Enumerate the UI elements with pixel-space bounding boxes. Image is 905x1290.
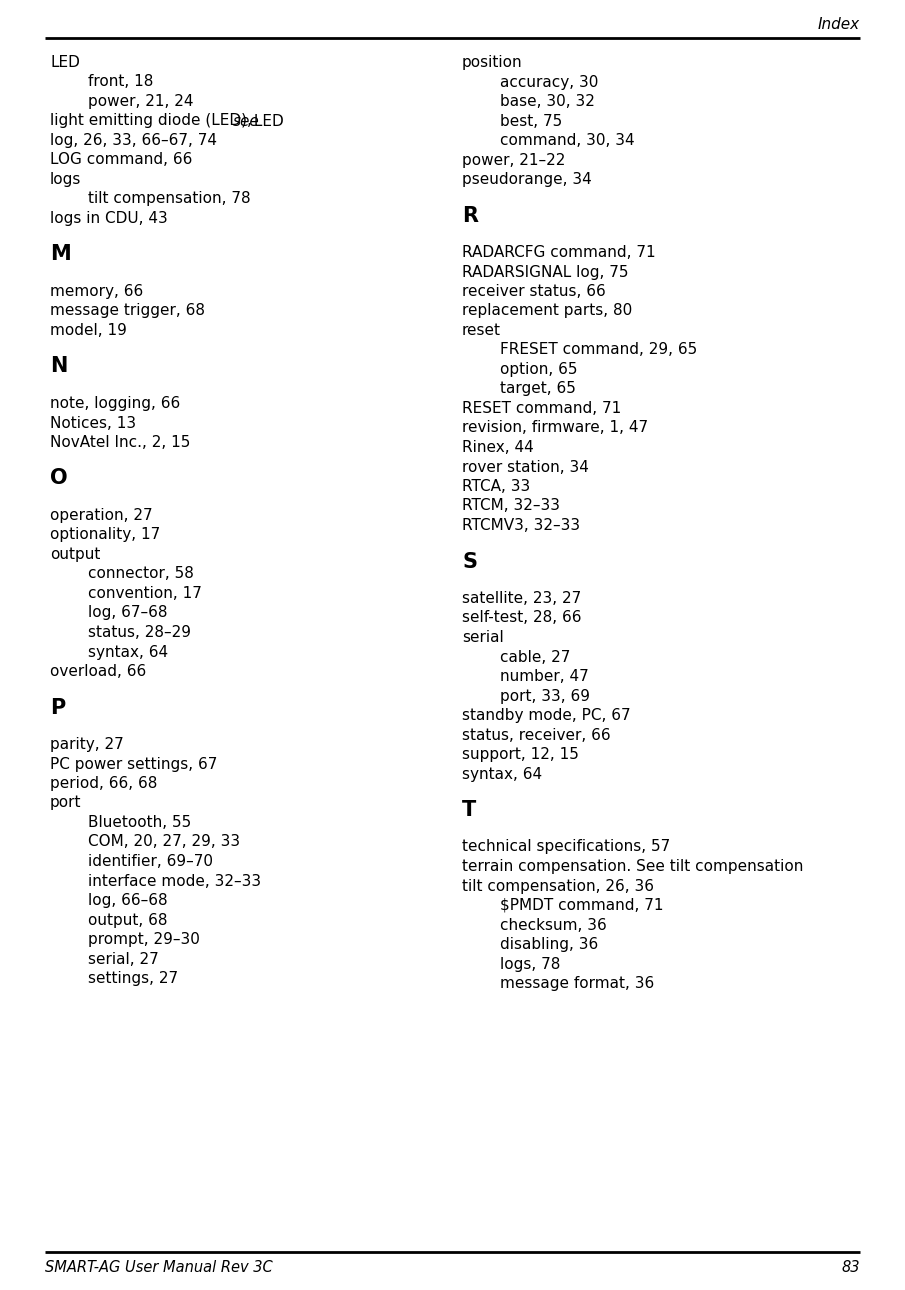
Text: interface mode, 32–33: interface mode, 32–33: [88, 873, 262, 889]
Text: receiver status, 66: receiver status, 66: [462, 284, 605, 299]
Text: logs, 78: logs, 78: [500, 956, 560, 971]
Text: Index: Index: [818, 17, 860, 32]
Text: N: N: [50, 356, 67, 377]
Text: target, 65: target, 65: [500, 382, 576, 396]
Text: base, 30, 32: base, 30, 32: [500, 94, 595, 108]
Text: connector, 58: connector, 58: [88, 566, 194, 582]
Text: power, 21–22: power, 21–22: [462, 152, 566, 168]
Text: syntax, 64: syntax, 64: [462, 766, 542, 782]
Text: RADARCFG command, 71: RADARCFG command, 71: [462, 245, 655, 261]
Text: LED: LED: [50, 55, 80, 70]
Text: LOG command, 66: LOG command, 66: [50, 152, 193, 168]
Text: RTCMV3, 32–33: RTCMV3, 32–33: [462, 519, 580, 533]
Text: FRESET command, 29, 65: FRESET command, 29, 65: [500, 343, 697, 357]
Text: serial, 27: serial, 27: [88, 952, 158, 966]
Text: operation, 27: operation, 27: [50, 508, 153, 522]
Text: identifier, 69–70: identifier, 69–70: [88, 854, 213, 869]
Text: self-test, 28, 66: self-test, 28, 66: [462, 610, 582, 626]
Text: log, 66–68: log, 66–68: [88, 893, 167, 908]
Text: Notices, 13: Notices, 13: [50, 415, 136, 431]
Text: satellite, 23, 27: satellite, 23, 27: [462, 591, 581, 606]
Text: pseudorange, 34: pseudorange, 34: [462, 172, 592, 187]
Text: revision, firmware, 1, 47: revision, firmware, 1, 47: [462, 421, 648, 436]
Text: option, 65: option, 65: [500, 362, 577, 377]
Text: syntax, 64: syntax, 64: [88, 645, 168, 659]
Text: command, 30, 34: command, 30, 34: [500, 133, 634, 148]
Text: PC power settings, 67: PC power settings, 67: [50, 756, 217, 771]
Text: log, 26, 33, 66–67, 74: log, 26, 33, 66–67, 74: [50, 133, 217, 148]
Text: prompt, 29–30: prompt, 29–30: [88, 931, 200, 947]
Text: support, 12, 15: support, 12, 15: [462, 747, 579, 762]
Text: status, receiver, 66: status, receiver, 66: [462, 728, 611, 743]
Text: RESET command, 71: RESET command, 71: [462, 401, 621, 415]
Text: disabling, 36: disabling, 36: [500, 937, 598, 952]
Text: COM, 20, 27, 29, 33: COM, 20, 27, 29, 33: [88, 835, 240, 850]
Text: port: port: [50, 796, 81, 810]
Text: rover station, 34: rover station, 34: [462, 459, 589, 475]
Text: RTCM, 32–33: RTCM, 32–33: [462, 498, 560, 513]
Text: overload, 66: overload, 66: [50, 664, 147, 679]
Text: number, 47: number, 47: [500, 670, 589, 684]
Text: technical specifications, 57: technical specifications, 57: [462, 840, 671, 854]
Text: model, 19: model, 19: [50, 322, 127, 338]
Text: Rinex, 44: Rinex, 44: [462, 440, 534, 455]
Text: parity, 27: parity, 27: [50, 737, 124, 752]
Text: period, 66, 68: period, 66, 68: [50, 777, 157, 791]
Text: memory, 66: memory, 66: [50, 284, 143, 299]
Text: T: T: [462, 800, 476, 820]
Text: message format, 36: message format, 36: [500, 977, 654, 991]
Text: front, 18: front, 18: [88, 75, 153, 89]
Text: logs: logs: [50, 172, 81, 187]
Text: logs in CDU, 43: logs in CDU, 43: [50, 212, 167, 226]
Text: $PMDT command, 71: $PMDT command, 71: [500, 898, 663, 913]
Text: optionality, 17: optionality, 17: [50, 528, 160, 543]
Text: convention, 17: convention, 17: [88, 586, 202, 601]
Text: log, 67–68: log, 67–68: [88, 605, 167, 620]
Text: S: S: [462, 552, 477, 571]
Text: RTCA, 33: RTCA, 33: [462, 479, 530, 494]
Text: tilt compensation, 26, 36: tilt compensation, 26, 36: [462, 878, 654, 894]
Text: checksum, 36: checksum, 36: [500, 917, 606, 933]
Text: see: see: [233, 114, 260, 129]
Text: cable, 27: cable, 27: [500, 649, 570, 664]
Text: R: R: [462, 205, 478, 226]
Text: P: P: [50, 698, 65, 717]
Text: O: O: [50, 468, 68, 489]
Text: accuracy, 30: accuracy, 30: [500, 75, 598, 89]
Text: LED: LED: [250, 114, 284, 129]
Text: status, 28–29: status, 28–29: [88, 624, 191, 640]
Text: 83: 83: [842, 1260, 860, 1276]
Text: standby mode, PC, 67: standby mode, PC, 67: [462, 708, 631, 722]
Text: reset: reset: [462, 322, 501, 338]
Text: terrain compensation. See tilt compensation: terrain compensation. See tilt compensat…: [462, 859, 804, 875]
Text: NovAtel Inc., 2, 15: NovAtel Inc., 2, 15: [50, 435, 190, 450]
Text: port, 33, 69: port, 33, 69: [500, 689, 590, 703]
Text: output, 68: output, 68: [88, 912, 167, 928]
Text: output: output: [50, 547, 100, 562]
Text: SMART-AG User Manual Rev 3C: SMART-AG User Manual Rev 3C: [45, 1260, 272, 1276]
Text: RADARSIGNAL log, 75: RADARSIGNAL log, 75: [462, 264, 628, 280]
Text: settings, 27: settings, 27: [88, 971, 178, 986]
Text: message trigger, 68: message trigger, 68: [50, 303, 205, 319]
Text: serial: serial: [462, 630, 504, 645]
Text: note, logging, 66: note, logging, 66: [50, 396, 180, 412]
Text: best, 75: best, 75: [500, 114, 562, 129]
Text: position: position: [462, 55, 522, 70]
Text: tilt compensation, 78: tilt compensation, 78: [88, 191, 251, 206]
Text: M: M: [50, 245, 71, 264]
Text: replacement parts, 80: replacement parts, 80: [462, 303, 633, 319]
Text: light emitting diode (LED),: light emitting diode (LED),: [50, 114, 257, 129]
Text: power, 21, 24: power, 21, 24: [88, 94, 194, 108]
Text: Bluetooth, 55: Bluetooth, 55: [88, 815, 191, 829]
